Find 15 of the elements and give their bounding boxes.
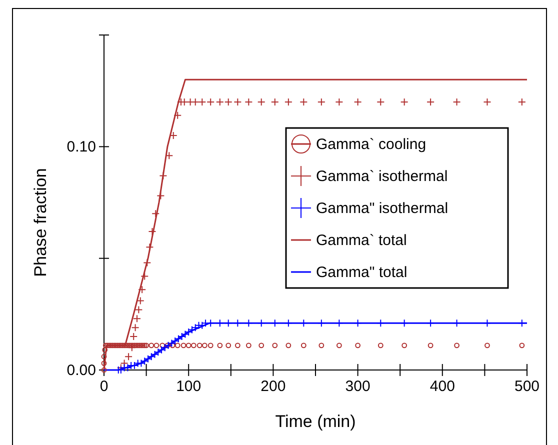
x-tick-label: 300 <box>345 378 370 395</box>
y-tick-label: 0.00 <box>66 362 96 379</box>
legend-label: Gamma` total <box>316 232 407 249</box>
x-tick-label: 0 <box>100 378 108 395</box>
x-tick-label: 500 <box>514 378 540 395</box>
legend-label: Gamma" isothermal <box>316 200 448 217</box>
x-tick-label: 400 <box>430 378 455 395</box>
x-tick-label: 200 <box>260 378 286 395</box>
y-tick-label: 0.10 <box>66 138 96 156</box>
x-tick-label: 100 <box>176 378 202 395</box>
legend-label: Gamma` isothermal <box>316 168 448 185</box>
x-axis-title: Time (min) <box>275 412 356 431</box>
y-axis-title: Phase fraction <box>31 168 50 277</box>
legend-label: Gamma" total <box>316 264 408 281</box>
legend-label: Gamma` cooling <box>316 136 426 153</box>
